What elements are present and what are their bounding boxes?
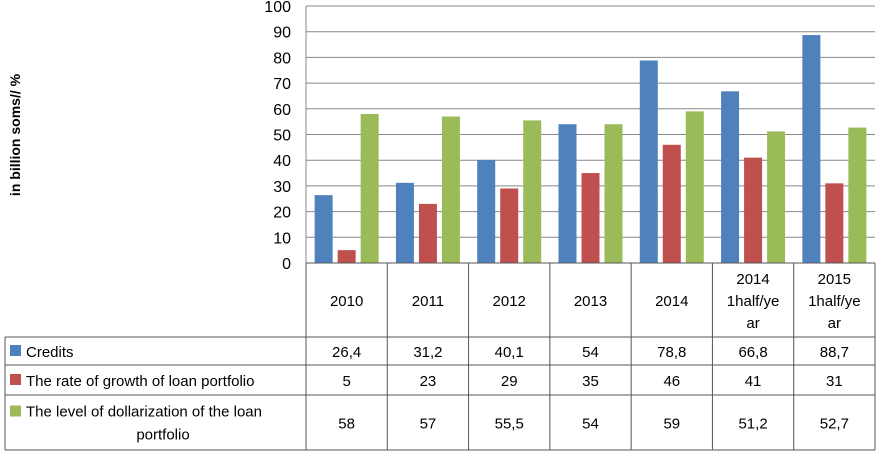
bar-0-5: [721, 91, 740, 263]
category-label: 2010: [330, 293, 363, 310]
category-label: 2015: [818, 271, 851, 288]
data-label: 54: [582, 344, 599, 361]
bar-1-6: [825, 183, 844, 263]
y-tick-label: 90: [273, 25, 291, 42]
category-label: 1half/ye: [808, 293, 861, 310]
bar-2-4: [685, 111, 704, 264]
data-label: 54: [582, 416, 599, 433]
bar-2-0: [360, 113, 379, 263]
category-label: ar: [746, 315, 759, 332]
data-label: 26,4: [332, 344, 361, 361]
y-axis-label: in billion soms// %: [7, 73, 23, 196]
category-label: 2014: [736, 271, 769, 288]
category-label: 2014: [655, 293, 688, 310]
y-tick-label: 30: [273, 179, 291, 196]
bar-0-4: [639, 60, 658, 263]
bar-0-1: [395, 182, 414, 263]
category-label: 2011: [412, 293, 444, 310]
category-label: ar: [828, 315, 841, 332]
bar-0-6: [802, 35, 821, 263]
category-label: 2013: [574, 293, 607, 310]
bar-2-3: [604, 124, 623, 263]
y-tick-label: 80: [273, 50, 291, 67]
legend-label: Credits: [26, 344, 74, 361]
legend-label: portfolio: [136, 427, 189, 444]
bar-2-2: [523, 120, 542, 264]
y-tick-label: 50: [273, 128, 291, 145]
bar-2-5: [767, 131, 786, 263]
data-label: 66,8: [738, 344, 767, 361]
y-tick-label: 70: [273, 76, 291, 93]
data-label: 88,7: [820, 344, 849, 361]
bar-1-5: [744, 157, 763, 263]
bar-1-0: [337, 250, 356, 263]
y-tick-label: 10: [273, 230, 291, 247]
legend-swatch-2: [10, 405, 21, 417]
data-label: 55,5: [495, 416, 524, 433]
legend-label: The rate of growth of loan portfolio: [26, 373, 254, 390]
category-label: 1half/ye: [727, 293, 780, 310]
bar-0-0: [314, 195, 333, 263]
bar-1-1: [418, 203, 437, 263]
category-label: 2012: [493, 293, 526, 310]
y-tick-label: 40: [273, 153, 291, 170]
legend-label: The level of dollarization of the loan: [26, 404, 262, 421]
data-label: 52,7: [820, 416, 849, 433]
bar-1-4: [662, 144, 681, 263]
data-label: 57: [420, 416, 437, 433]
data-label: 23: [420, 373, 437, 390]
data-label: 29: [501, 373, 518, 390]
data-label: 31,2: [413, 344, 442, 361]
data-label: 78,8: [657, 344, 686, 361]
bar-1-2: [500, 188, 519, 263]
bar-2-6: [848, 127, 867, 263]
data-label: 41: [745, 373, 762, 390]
bar-0-2: [477, 159, 496, 263]
y-tick-label: 0: [282, 256, 291, 273]
data-label: 46: [663, 373, 680, 390]
y-tick-label: 60: [273, 102, 291, 119]
data-label: 31: [826, 373, 843, 390]
y-tick-label: 100: [264, 0, 291, 16]
bar-0-3: [558, 124, 577, 263]
y-tick-label: 20: [273, 205, 291, 222]
data-label: 40,1: [495, 344, 524, 361]
data-label: 5: [342, 373, 350, 390]
data-label: 35: [582, 373, 599, 390]
data-label: 51,2: [738, 416, 767, 433]
legend-swatch-0: [10, 345, 21, 356]
bar-2-1: [441, 116, 460, 263]
data-label: 59: [663, 416, 680, 433]
bar-1-3: [581, 173, 600, 263]
legend-swatch-1: [10, 374, 21, 385]
data-label: 58: [338, 416, 355, 433]
